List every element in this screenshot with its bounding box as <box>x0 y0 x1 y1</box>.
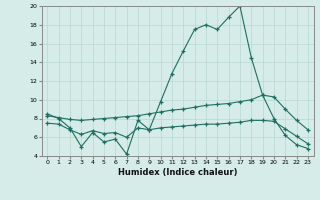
X-axis label: Humidex (Indice chaleur): Humidex (Indice chaleur) <box>118 168 237 177</box>
